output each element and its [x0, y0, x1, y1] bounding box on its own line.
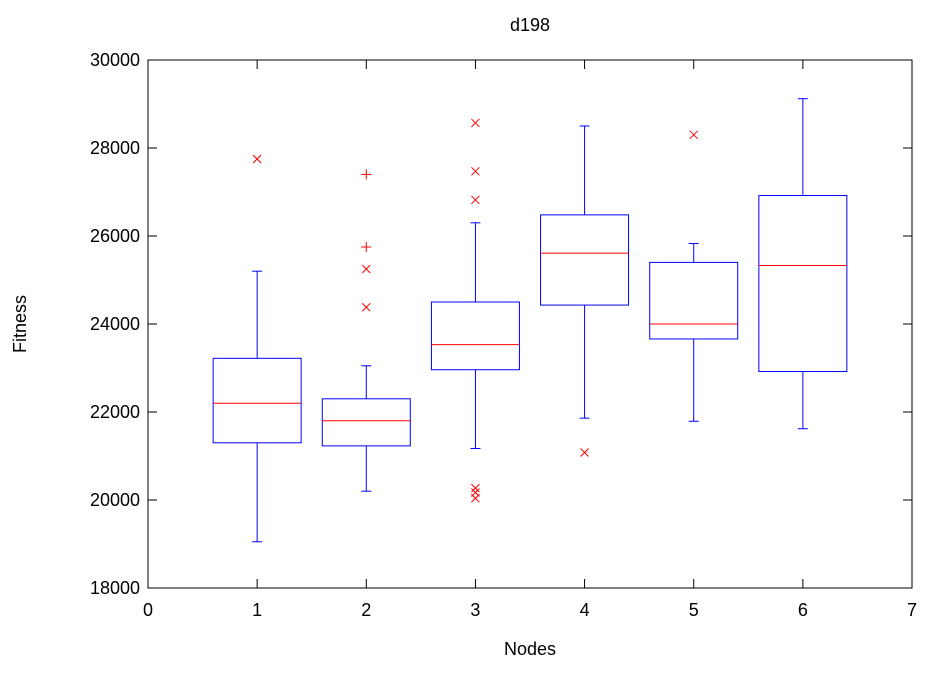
outlier-point: [252, 154, 262, 164]
box-5: [649, 130, 739, 422]
x-tick-label: 4: [580, 600, 590, 620]
box-body: [758, 195, 848, 373]
y-tick-label: 28000: [90, 138, 140, 158]
y-axis-label: Fitness: [10, 295, 30, 353]
outlier-stroke: [361, 302, 371, 312]
box-body: [321, 398, 411, 447]
box-1: [212, 154, 302, 543]
x-tick-label: 0: [143, 600, 153, 620]
y-tick-label: 24000: [90, 314, 140, 334]
outlier-stroke: [252, 154, 262, 164]
outlier-stroke: [471, 195, 480, 205]
box-series: [212, 98, 848, 543]
x-tick-label: 7: [907, 600, 917, 620]
outlier-point: [361, 242, 372, 252]
outlier-stroke: [471, 483, 480, 493]
x-tick-label: 2: [361, 600, 371, 620]
outlier-point: [361, 302, 371, 312]
outlier-point: [471, 118, 480, 128]
outlier-point: [361, 264, 371, 274]
x-axis-label: Nodes: [504, 639, 556, 659]
outlier-point: [361, 169, 372, 180]
box-body: [212, 357, 302, 444]
outlier-point: [471, 195, 480, 205]
outlier-point: [471, 483, 480, 493]
y-tick-label: 20000: [90, 490, 140, 510]
box-3: [430, 118, 520, 503]
box-body: [430, 301, 520, 371]
outlier-point: [580, 448, 589, 457]
box-4: [540, 125, 630, 457]
box-6: [758, 98, 848, 430]
axis-ticks: 0 1 2 3 4 5 6 7 18000 20000 22000 24000 26000 28000 30…: [90, 50, 917, 620]
y-tick-label: 30000: [90, 50, 140, 70]
x-tick-label: 5: [689, 600, 699, 620]
x-tick-label: 6: [798, 600, 808, 620]
plot-frame: [147, 59, 913, 589]
box-2: [321, 169, 411, 492]
outlier-stroke: [361, 264, 371, 274]
outlier-stroke: [689, 130, 699, 140]
outlier-stroke: [471, 493, 480, 503]
outlier-stroke: [471, 166, 480, 176]
outlier-point: [689, 130, 699, 140]
outlier-stroke: [580, 448, 589, 457]
y-tick-label: 26000: [90, 226, 140, 246]
x-tick-label: 3: [470, 600, 480, 620]
y-tick-label: 22000: [90, 402, 140, 422]
chart-title: d198: [510, 15, 550, 35]
outlier-stroke: [471, 118, 480, 128]
outlier-point: [471, 166, 480, 176]
outlier-point: [471, 493, 480, 503]
y-tick-label: 18000: [90, 578, 140, 598]
box-body: [649, 261, 739, 340]
box-body: [540, 214, 630, 306]
x-tick-label: 1: [252, 600, 262, 620]
